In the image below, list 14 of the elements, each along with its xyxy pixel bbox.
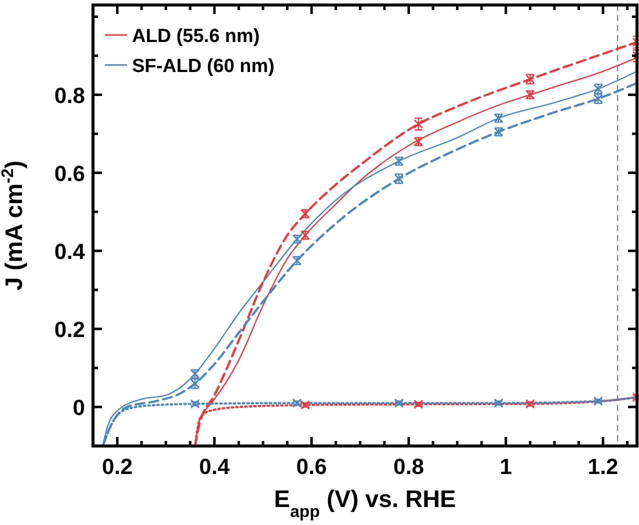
legend-label: ALD (55.6 nm) bbox=[132, 26, 260, 47]
x-tick-label: 0.8 bbox=[393, 454, 424, 479]
x-tick-label: 1 bbox=[500, 454, 512, 479]
y-tick-label: 0.8 bbox=[54, 82, 85, 108]
y-tick-label: 0.2 bbox=[54, 316, 85, 342]
x-tick-label: 0.2 bbox=[102, 454, 133, 479]
x-tick-label: 0.6 bbox=[296, 454, 327, 479]
x-tick-label: 1.2 bbox=[588, 454, 618, 479]
y-tick-label: 0 bbox=[72, 394, 85, 420]
y-tick-label: 0.6 bbox=[54, 160, 85, 186]
x-axis-title: E$_{app}$ (V) vs. RHE bbox=[274, 486, 456, 520]
x-tick-label: 0.4 bbox=[199, 454, 230, 479]
legend-label: SF-ALD (60 nm) bbox=[132, 56, 274, 77]
y-tick-label: 0.4 bbox=[54, 238, 86, 264]
